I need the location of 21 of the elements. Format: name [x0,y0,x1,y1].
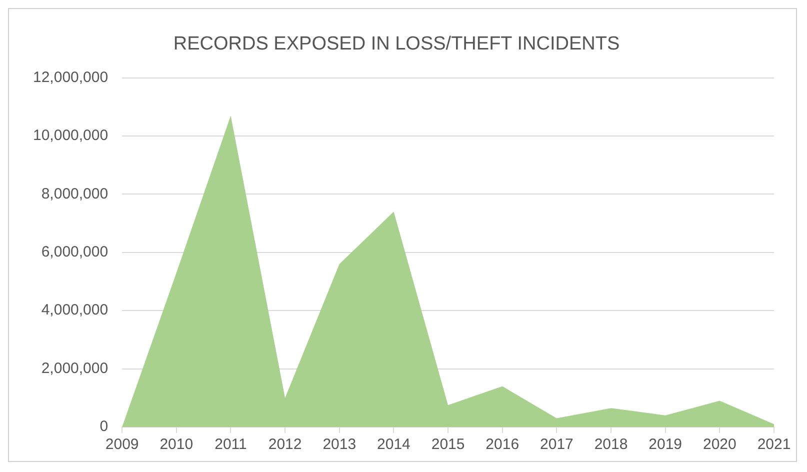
x-tick-label: 2011 [214,436,247,454]
x-tick-label: 2017 [540,436,574,454]
x-tick-label: 2016 [486,436,520,454]
y-tick-label: 0 [100,418,108,436]
chart-title: RECORDS EXPOSED IN LOSS/THEFT INCIDENTS [173,34,620,55]
x-tick-label: 2018 [594,436,628,454]
y-tick-label: 4,000,000 [41,302,108,319]
x-tick-label: 2019 [648,436,682,454]
x-tick-label: 2020 [702,436,736,454]
x-tick-label: 2014 [377,436,410,454]
x-tick-label: 2009 [105,436,139,454]
x-tick-label: 2021 [757,436,791,454]
y-tick-label: 2,000,000 [41,360,108,377]
y-tick-label: 12,000,000 [32,68,108,86]
x-tick-label: 2015 [431,436,465,454]
y-tick-label: 10,000,000 [32,127,108,144]
x-tick-label: 2013 [322,436,356,454]
x-tick-label: 2010 [160,436,194,454]
y-tick-label: 8,000,000 [41,185,108,202]
x-tick-label: 2012 [268,436,302,454]
y-tick-label: 6,000,000 [41,244,108,261]
